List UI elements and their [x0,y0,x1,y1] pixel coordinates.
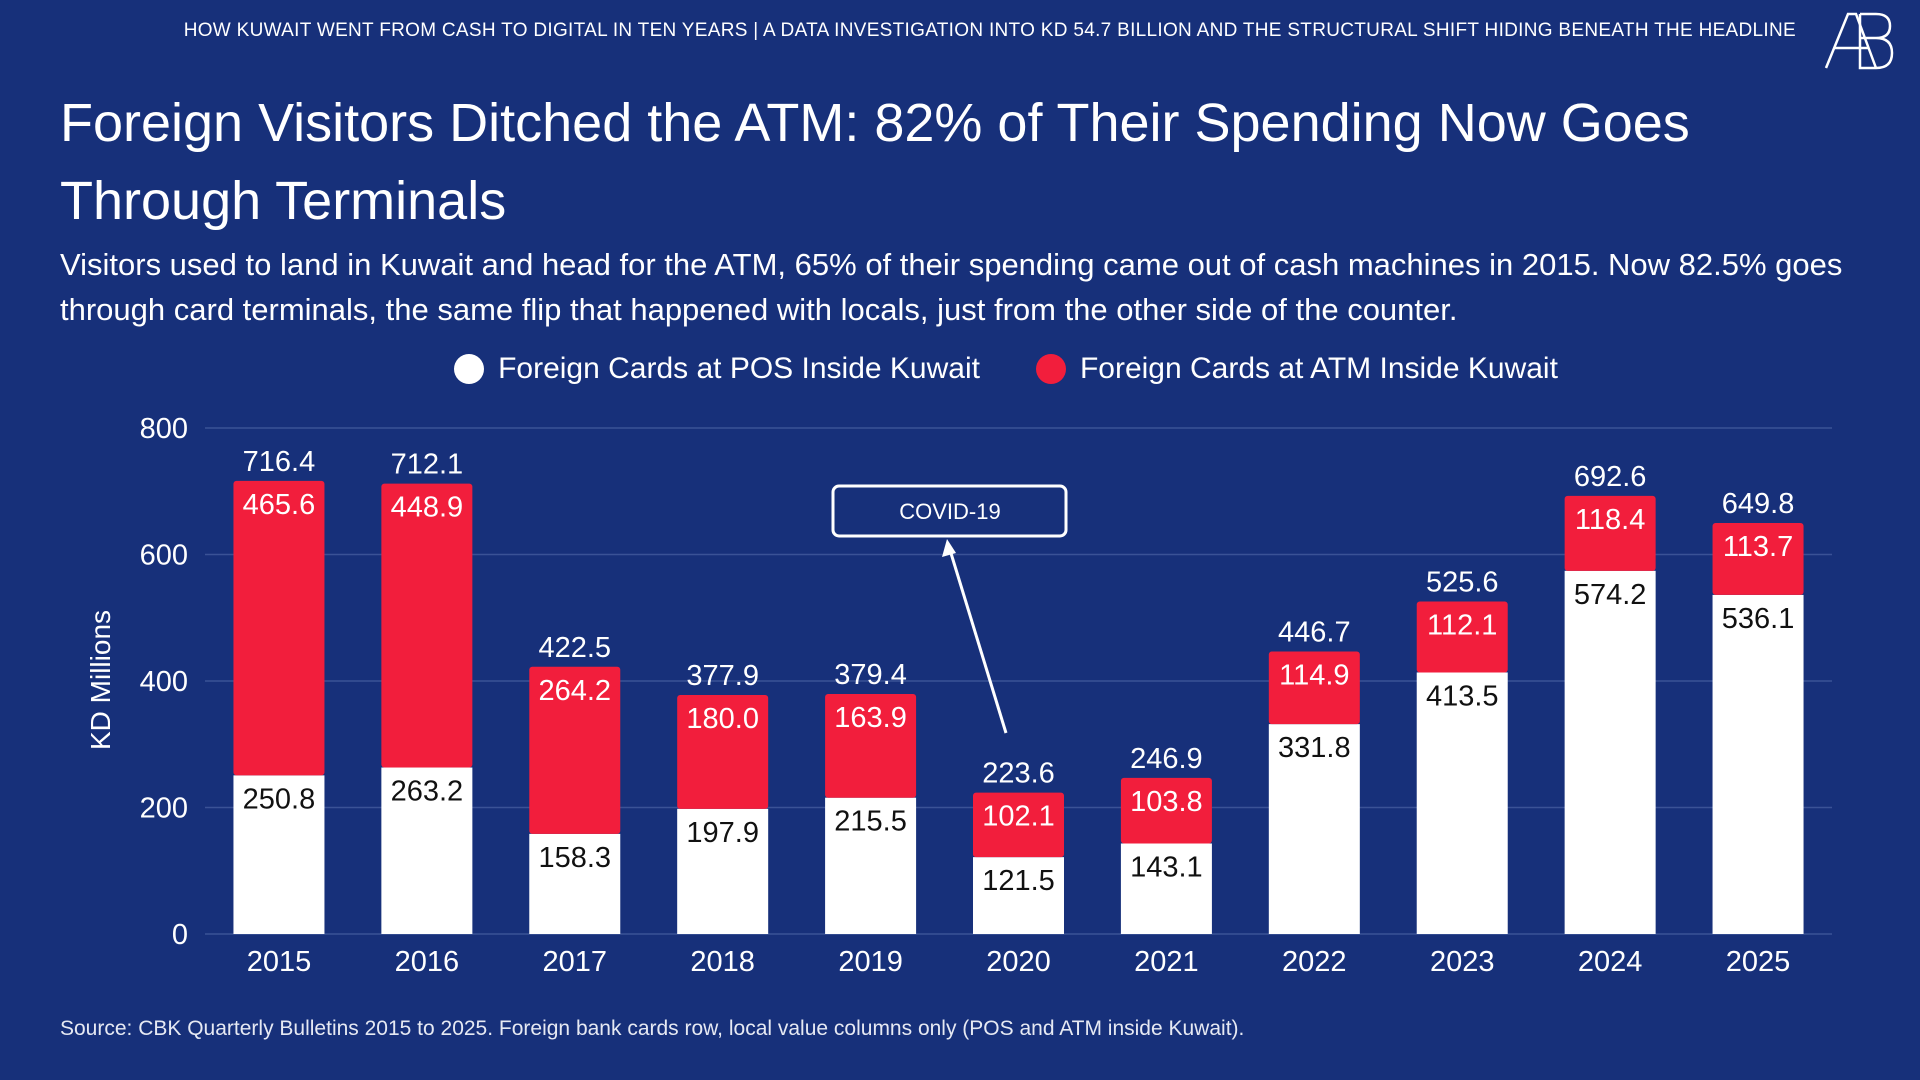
annotation-label: COVID-19 [899,499,1000,524]
bar-pos-2021 [1120,843,1212,934]
ab-logo-icon [1824,12,1894,70]
legend-label-pos: Foreign Cards at POS Inside Kuwait [498,352,980,385]
data-label-pos-2023: 413.5 [1426,680,1499,712]
data-label-atm-2016: 448.9 [391,492,464,524]
data-label-total-2015: 716.4 [243,446,316,478]
bar-atm-2015 [233,480,325,776]
legend-item-atm: Foreign Cards at ATM Inside Kuwait [1035,352,1558,386]
data-label-pos-2024: 574.2 [1574,579,1647,611]
gridlines [205,427,1832,935]
data-label-total-2023: 525.6 [1426,567,1499,599]
data-label-total-2020: 223.6 [982,758,1055,790]
bar-atm-2019 [825,694,917,798]
data-label-atm-2021: 103.8 [1130,786,1203,818]
data-label-atm-2024: 118.4 [1575,504,1645,536]
x-tick-label-2023: 2023 [1430,946,1495,978]
x-tick-label-2016: 2016 [395,946,460,978]
legend-swatch-pos [454,354,485,384]
x-tick-label-2018: 2018 [690,946,755,978]
data-label-atm-2022: 114.9 [1279,659,1349,691]
data-label-pos-2020: 121.5 [982,865,1055,897]
page-title: Foreign Visitors Ditched the ATM: 82% of… [60,93,1690,231]
y-tick-label: 0 [172,919,188,951]
data-label-pos-2025: 536.1 [1722,603,1795,635]
bars-group: 250.8 465.6 716.4 263.2 448.9 712.1 158.3 264.2… [233,446,1804,934]
report-kicker: HOW KUWAIT WENT FROM CASH TO DIGITAL IN … [183,20,1796,41]
data-label-total-2024: 692.6 [1574,461,1647,493]
data-label-atm-2020: 102.1 [982,801,1055,833]
bar-pos-2019 [825,797,917,934]
data-label-pos-2018: 197.9 [686,817,759,849]
x-tick-label-2019: 2019 [838,946,903,978]
source-note: Source: CBK Quarterly Bulletins 2015 to … [60,1017,1245,1040]
bar-atm-2025 [1712,523,1804,595]
bar-pos-2016 [381,767,473,934]
bar-pos-2017 [529,833,621,934]
data-label-atm-2025: 113.7 [1723,531,1793,563]
y-tick-label: 800 [140,413,188,445]
bar-pos-2025 [1712,594,1804,934]
x-tick-label-2017: 2017 [543,946,608,978]
data-label-atm-2015: 465.6 [243,489,316,521]
x-tick-label-2024: 2024 [1578,946,1643,978]
bar-atm-2017 [529,666,621,834]
x-tick-label-2025: 2025 [1726,946,1791,978]
bar-pos-2023 [1416,672,1508,934]
bar-pos-2024 [1564,570,1656,934]
data-label-total-2016: 712.1 [391,449,464,481]
data-label-pos-2016: 263.2 [391,776,464,808]
legend-swatch-atm [1035,354,1066,384]
y-tick-label: 600 [140,540,188,572]
legend-label-atm: Foreign Cards at ATM Inside Kuwait [1079,352,1558,385]
data-label-pos-2019: 215.5 [834,806,907,838]
data-label-total-2017: 422.5 [538,632,611,664]
data-label-total-2018: 377.9 [686,660,759,692]
y-tick-label: 400 [140,666,188,698]
data-label-atm-2019: 163.9 [834,702,907,734]
data-label-pos-2015: 250.8 [243,783,316,815]
data-label-atm-2017: 264.2 [538,675,611,707]
data-label-pos-2022: 331.8 [1278,732,1351,764]
annotation-arrow-line [948,549,1008,734]
y-tick-label: 200 [140,793,188,825]
data-label-atm-2023: 112.1 [1427,610,1497,642]
covid-annotation: COVID-19 [831,484,1068,734]
data-label-total-2021: 246.9 [1130,743,1203,775]
bar-atm-2021 [1120,777,1212,844]
x-axis-ticks: 2015 2016 2017 2018 2019 2020 2021 2022 2023 2024… [247,946,1791,978]
stacked-bar-chart: 0 200 400 600 800 KD Millions 250.8 465.6 716.… [85,413,1832,978]
annotation-box [831,484,1068,538]
data-label-total-2019: 379.4 [834,659,907,691]
y-axis-ticks: 0 200 400 600 800 [140,413,188,951]
data-label-pos-2021: 143.1 [1130,851,1203,883]
data-label-total-2025: 649.8 [1722,488,1795,520]
bar-atm-2016 [381,483,473,768]
data-label-total-2022: 446.7 [1278,616,1351,648]
page-subtitle: Visitors used to land in Kuwait and head… [60,247,1843,327]
x-tick-label-2020: 2020 [986,946,1051,978]
bar-atm-2022 [1268,651,1360,725]
x-tick-label-2021: 2021 [1134,946,1199,978]
chart-legend: Foreign Cards at POS Inside Kuwait Forei… [46,352,1920,386]
x-tick-label-2022: 2022 [1282,946,1347,978]
data-label-atm-2018: 180.0 [686,703,759,735]
bar-pos-2018 [677,808,769,934]
bar-pos-2022 [1268,724,1360,934]
bar-atm-2020 [973,792,1064,858]
legend-item-pos: Foreign Cards at POS Inside Kuwait [454,352,980,386]
annotation-arrowhead-icon [942,539,956,557]
data-label-pos-2017: 158.3 [538,842,611,874]
y-axis-label: KD Millions [85,610,116,750]
bar-atm-2023 [1416,601,1508,673]
x-tick-label-2015: 2015 [247,946,312,978]
bar-atm-2024 [1564,495,1656,571]
bar-pos-2015 [233,775,325,934]
bar-atm-2018 [677,694,769,809]
bar-pos-2020 [973,857,1064,934]
